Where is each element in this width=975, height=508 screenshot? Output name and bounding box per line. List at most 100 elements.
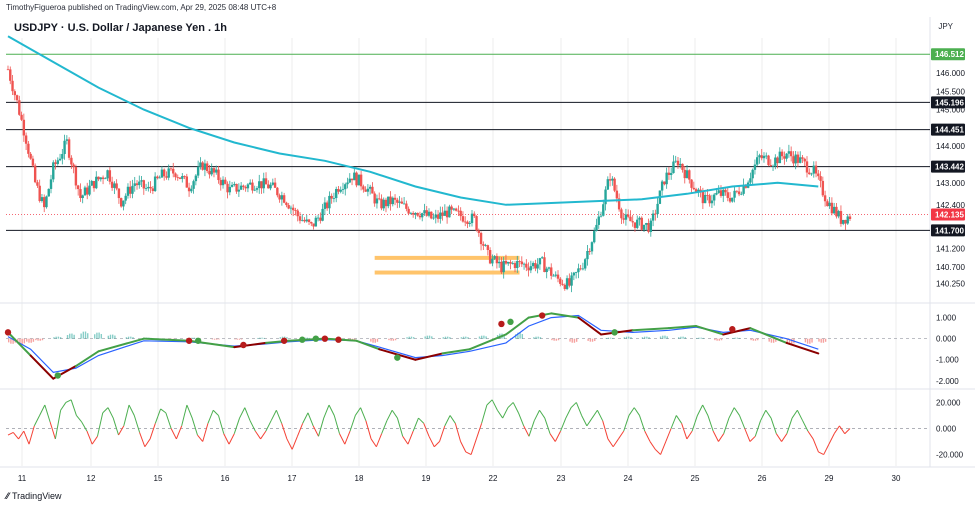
candle-body-up <box>45 196 48 208</box>
oscillator-segment-positive <box>517 412 525 427</box>
histogram-bar-down <box>770 338 773 343</box>
price-pane[interactable] <box>6 35 930 293</box>
candle-body-up <box>507 261 510 264</box>
candle-body-down <box>72 164 75 167</box>
oscillator-segment-positive <box>186 404 193 419</box>
time-tick-label: 30 <box>892 474 901 483</box>
oscillator-tick-label: 20.000 <box>936 398 961 407</box>
oscillator-segment-negative <box>296 423 304 437</box>
price-axis[interactable]: 146.000 145.500 145.000 144.000 143.000 142.4… <box>931 48 965 460</box>
candle-body-up <box>215 169 218 173</box>
candle-body-up <box>536 264 539 269</box>
histogram-bar-up <box>736 337 739 339</box>
candle-body-down <box>706 194 709 196</box>
candle-body-down <box>129 186 132 194</box>
macd-fast-segment <box>142 337 191 342</box>
candle-body-down <box>654 213 657 215</box>
level-price-tag <box>931 48 965 61</box>
oscillator-segment-positive <box>323 404 330 419</box>
oscillator-segment-positive <box>318 417 325 437</box>
candle-body-up <box>262 178 265 189</box>
histogram-bar-up <box>738 337 741 339</box>
histogram-bar-up <box>304 337 306 339</box>
oscillator-segment-negative <box>433 441 440 448</box>
oscillator-pane[interactable] <box>6 399 930 456</box>
candle-body-up <box>762 155 766 159</box>
candle-body-down <box>36 182 39 186</box>
level-price-tag-label: 145.196 <box>935 98 964 107</box>
candle-body-down <box>457 210 460 212</box>
oscillator-segment-positive <box>123 404 130 427</box>
candle-body-up <box>316 217 320 219</box>
oscillator-segment-positive <box>570 402 577 408</box>
candle-body-down <box>325 202 329 209</box>
candle-body-up <box>538 258 542 265</box>
candle-body-up <box>353 172 356 181</box>
candle-body-down <box>681 163 684 170</box>
candle-body-down <box>350 178 354 181</box>
candle-body-up <box>502 260 505 273</box>
candle-body-down <box>663 181 666 185</box>
oscillator-segment-negative <box>607 438 614 448</box>
oscillator-segment-negative <box>649 441 656 450</box>
histogram-bar-down <box>757 338 759 341</box>
candle-body-down <box>626 214 630 217</box>
histogram-bar-down <box>234 338 236 340</box>
candle-body-up <box>167 168 170 178</box>
current-price-tag <box>931 208 965 221</box>
candle-body-down <box>6 69 10 71</box>
histogram-bar-up <box>98 332 100 339</box>
oscillator-segment-negative <box>612 438 619 448</box>
candle-body-down <box>676 160 680 166</box>
footer-brand[interactable]: ⁄⁄ TradingView <box>6 491 62 501</box>
oscillator-segment-positive <box>65 399 72 403</box>
candle-body-up <box>595 224 598 231</box>
candle-body-up <box>88 185 91 195</box>
candle-body-up <box>190 188 193 192</box>
candle-body-up <box>765 155 768 157</box>
candle-body-down <box>176 177 179 178</box>
oscillator-segment-positive <box>502 407 509 419</box>
time-tick-label: 25 <box>691 474 700 483</box>
candle-body-up <box>332 198 336 199</box>
histogram-bar-down <box>26 338 28 342</box>
time-axis[interactable]: 11 12 15 16 17 18 19 22 23 24 25 26 29 30 <box>18 474 901 483</box>
candle-body-down <box>115 183 118 189</box>
oscillator-segment-positive <box>386 410 393 421</box>
level-price-tag <box>931 160 965 173</box>
candle-body-up <box>140 180 143 182</box>
candle-body-up <box>63 140 66 155</box>
histogram-bar-down <box>240 338 243 340</box>
histogram-bar-up <box>442 337 444 339</box>
histogram-bar-up <box>659 336 662 339</box>
oscillator-segment-positive <box>539 409 546 419</box>
candle-body-up <box>323 202 327 209</box>
candle-body-up <box>357 174 361 186</box>
candle-body-down <box>359 174 363 187</box>
oscillator-segment-negative <box>828 433 835 445</box>
oscillator-segment-positive <box>44 404 51 423</box>
candle-body-up <box>56 160 59 164</box>
oscillator-segment-negative <box>775 433 783 442</box>
candle-body-down <box>776 157 779 164</box>
oscillator-segment-negative <box>654 449 661 455</box>
histogram-bar-up <box>698 337 700 339</box>
candle-body-up <box>58 158 62 161</box>
candle-body-down <box>364 189 367 192</box>
candle-body-up <box>106 170 109 179</box>
candle-body-up <box>497 261 501 264</box>
candle-body-up <box>443 210 447 216</box>
histogram-bar-up <box>539 337 542 339</box>
publish-attribution: TimothyFigueroa published on TradingView… <box>6 3 277 12</box>
histogram-bar-up <box>702 337 705 339</box>
oscillator-segment-positive <box>354 407 362 416</box>
time-tick-label: 23 <box>557 474 566 483</box>
oscillator-segment-negative <box>365 420 372 440</box>
candle-body-up <box>160 169 164 178</box>
time-tick-label: 16 <box>221 474 230 483</box>
macd-pane[interactable] <box>4 312 930 380</box>
candle-body-down <box>477 230 480 233</box>
oscillator-segment-negative <box>844 428 851 435</box>
candle-body-up <box>432 217 435 219</box>
